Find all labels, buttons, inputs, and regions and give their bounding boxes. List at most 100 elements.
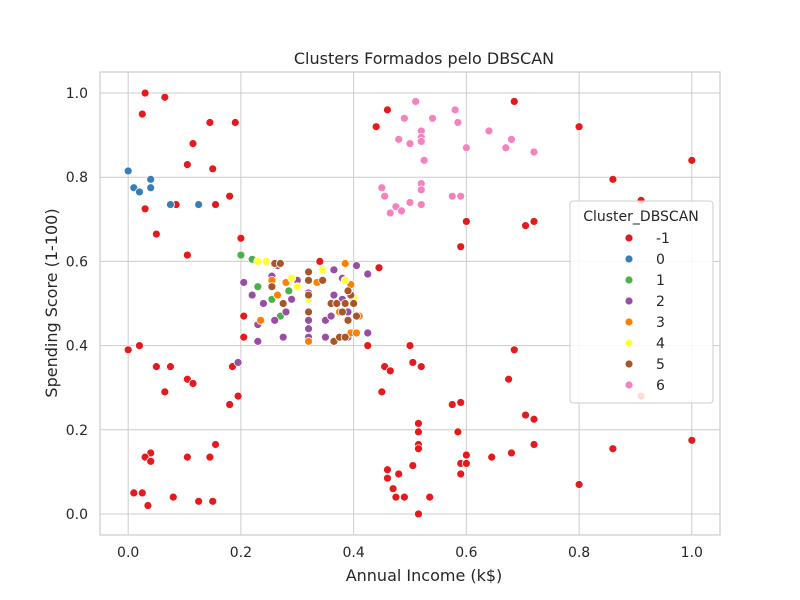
scatter-point-cluster-2 [363,269,373,279]
scatter-point-cluster-0 [123,166,133,176]
legend-marker [624,275,634,285]
x-tick-label: 0.0 [117,545,139,561]
scatter-point-cluster--1 [456,242,466,252]
scatter-point-cluster-3 [273,290,282,300]
scatter-point-cluster-2 [270,315,280,325]
scatter-point-cluster-2 [321,332,330,342]
scatter-point-cluster-2 [239,278,249,287]
scatter-point-cluster-2 [304,315,313,325]
scatter-point-cluster-2 [247,290,257,300]
scatter-point-cluster-2 [287,294,297,304]
scatter-point-cluster-6 [501,143,511,153]
scatter-point-cluster--1 [208,164,218,174]
scatter-point-cluster--1 [205,452,215,462]
scatter-point-cluster--1 [377,387,387,397]
x-tick-label: 0.6 [455,545,477,561]
scatter-point-cluster--1 [168,492,178,502]
scatter-point-cluster-2 [352,261,361,271]
scatter-point-cluster--1 [182,452,192,462]
legend-label: 4 [656,336,665,352]
scatter-point-cluster--1 [687,435,697,445]
legend-label: 6 [656,378,665,394]
scatter-point-cluster--1 [233,391,243,401]
scatter-point-cluster--1 [461,459,471,468]
scatter-point-cluster-2 [326,311,336,321]
scatter-point-cluster--1 [608,444,618,454]
scatter-point-cluster-1 [284,286,294,296]
scatter-point-cluster-2 [329,290,339,300]
scatter-point-cluster--1 [140,88,150,98]
scatter-point-cluster-6 [529,147,539,157]
scatter-point-cluster-6 [405,198,415,207]
scatter-point-cluster--1 [129,488,139,498]
scatter-point-cluster-5 [337,307,347,317]
scatter-point-cluster-6 [405,139,415,148]
scatter-point-cluster--1 [239,332,249,342]
scatter-point-cluster-4 [261,257,271,266]
scatter-point-cluster--1 [194,496,204,506]
scatter-point-cluster--1 [371,122,381,132]
scatter-point-cluster--1 [608,174,618,184]
scatter-point-cluster--1 [137,109,147,119]
legend-title: Cluster_DBSCAN [583,209,699,225]
scatter-point-cluster--1 [414,427,423,437]
scatter-point-cluster--1 [456,469,466,479]
scatter-point-cluster--1 [574,122,584,132]
scatter-point-cluster-6 [461,143,471,153]
scatter-point-cluster--1 [140,204,150,214]
scatter-point-cluster-3 [352,328,361,338]
scatter-point-cluster--1 [394,469,404,479]
scatter-point-cluster-5 [278,299,288,308]
scatter-point-cluster--1 [529,217,539,226]
scatter-point-cluster-0 [135,187,144,197]
scatter-point-cluster--1 [230,118,240,127]
scatter-point-cluster--1 [453,427,463,437]
y-tick-label: 0.2 [66,423,88,439]
scatter-point-cluster-6 [385,208,395,218]
legend-marker [624,380,634,390]
legend-label: 1 [656,273,665,289]
plot-frame [99,71,721,536]
scatter-point-cluster--1 [211,440,220,449]
scatter-point-cluster--1 [151,362,161,372]
scatter-point-cluster-5 [352,311,361,321]
scatter-point-cluster-6 [394,134,404,144]
legend-marker [624,338,634,348]
scatter-point-cluster-5 [304,307,313,317]
scatter-point-cluster-0 [146,174,156,184]
scatter-point-cluster-6 [380,191,390,201]
scatter-point-cluster--1 [414,509,423,519]
scatter-point-cluster--1 [205,118,215,127]
scatter-point-cluster-1 [253,282,263,292]
y-tick-labels: 0.0 0.2 0.4 0.6 0.8 1.0 [66,86,88,523]
x-tick-labels: 0.0 0.2 0.4 0.6 0.8 1.0 [117,545,703,561]
scatter-point-cluster-6 [411,97,421,106]
scatter-point-cluster--1 [160,387,170,397]
y-tick-label: 0.0 [66,507,88,523]
scatter-point-cluster--1 [504,374,514,384]
scatter-point-cluster--1 [225,400,235,409]
scatter-point-cluster--1 [123,345,133,355]
scatter-point-cluster--1 [383,473,392,483]
scatter-point-cluster-2 [278,332,288,342]
scatter-point-cluster-4 [287,273,297,283]
x-tick-label: 0.8 [568,545,590,561]
scatter-point-cluster-6 [453,118,463,127]
scatter-point-cluster-5 [343,286,353,296]
scatter-point-cluster-6 [416,185,426,195]
scatter-point-cluster--1 [529,414,539,424]
legend-label: 0 [656,252,665,268]
scatter-point-cluster-6 [399,113,409,123]
scatter-point-cluster--1 [385,366,395,376]
scatter-point-cluster--1 [225,191,235,201]
legend-marker [624,233,634,243]
scatter-point-cluster--1 [405,341,415,350]
scatter-point-cluster-5 [275,259,285,268]
y-tick-label: 0.6 [66,254,88,270]
scatter-point-cluster-3 [340,259,350,268]
scatter-point-cluster--1 [408,461,418,470]
legend-marker [624,254,634,264]
legend-box [569,200,714,404]
scatter-point-cluster-6 [447,191,457,201]
